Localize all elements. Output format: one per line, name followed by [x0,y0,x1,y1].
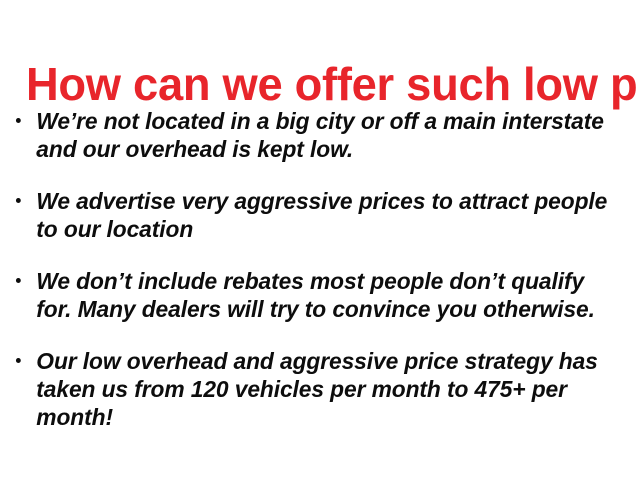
list-item-text: Our low overhead and aggressive price st… [36,348,598,430]
list-item: • We advertise very aggressive prices to… [14,187,608,243]
list-item-text: We’re not located in a big city or off a… [36,108,604,162]
bullet-list: • We’re not located in a big city or off… [14,107,626,431]
list-item-text: We advertise very aggressive prices to a… [36,188,608,242]
bullet-point-icon: • [15,278,21,283]
bullet-point-icon: • [15,358,21,363]
list-item: • We don’t include rebates most people d… [14,267,608,323]
list-item: • We’re not located in a big city or off… [14,107,608,163]
bullet-point-icon: • [15,118,21,123]
list-item: • Our low overhead and aggressive price … [14,347,608,431]
list-item-text: We don’t include rebates most people don… [36,268,595,322]
bullet-point-icon: • [15,198,21,203]
page-title: How can we offer such low prices? [26,57,640,110]
